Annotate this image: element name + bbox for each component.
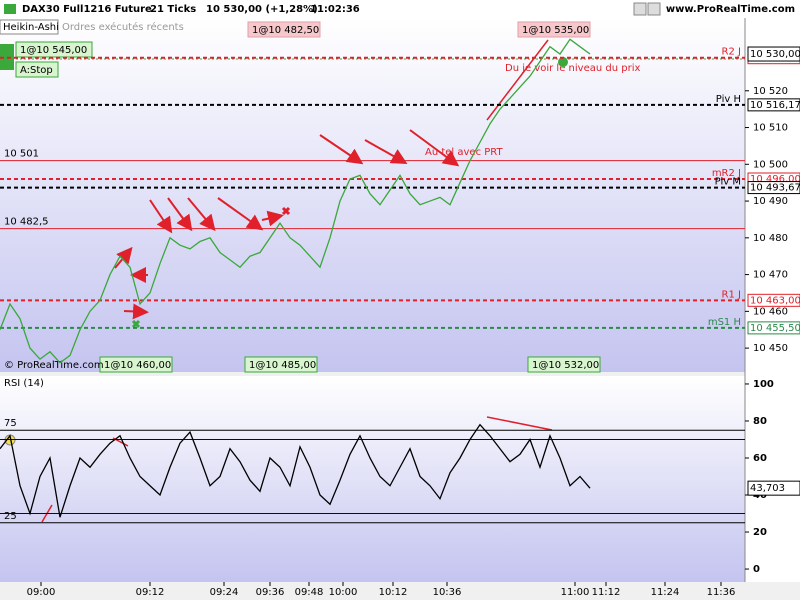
- execution-box: [247, 21, 321, 38]
- x-tick-label: 10:36: [433, 587, 462, 598]
- level-box: [747, 293, 800, 307]
- execution-box: [527, 356, 601, 373]
- y-tick-label: 20: [753, 527, 767, 538]
- y-tick-label: 10 460: [753, 306, 788, 317]
- exit-marker: [558, 57, 568, 67]
- level-label: 10 516,17: [750, 100, 800, 111]
- order-box[interactable]: [15, 41, 93, 58]
- price-panel: [0, 18, 745, 372]
- execution-label: 1@10 535,00: [522, 25, 589, 36]
- header-bar: [0, 0, 800, 18]
- annotation: Du je voir le niveau du prix: [505, 63, 640, 74]
- window-button[interactable]: [647, 2, 661, 16]
- current-label: 10 530,00: [750, 49, 800, 60]
- y-tick-label: 0: [753, 564, 760, 575]
- level-box: [747, 98, 800, 112]
- current-box: [747, 46, 800, 62]
- level-name: Piv H: [716, 94, 741, 105]
- execution-label: 1@10 482,50: [252, 25, 319, 36]
- clock: 11:02:36: [310, 4, 360, 15]
- series-line: [0, 423, 591, 518]
- level-label: 25: [4, 511, 17, 522]
- exit-marker: [281, 206, 291, 216]
- x-tick-label: 10:12: [379, 587, 408, 598]
- level-name: R2 J: [722, 47, 741, 58]
- execution-box: [517, 21, 591, 38]
- execution-label: 1@10 532,00: [532, 360, 599, 371]
- x-tick-label: 11:24: [651, 587, 680, 598]
- panel-title: RSI (14): [4, 378, 44, 389]
- y-tick-label: 10 500: [753, 159, 788, 170]
- level-name: Piv M: [715, 177, 741, 188]
- copyright: © ProRealTime.com: [4, 360, 104, 371]
- current-box: [747, 480, 800, 496]
- stop-box[interactable]: [15, 61, 59, 78]
- x-tick-label: 11:00: [561, 587, 590, 598]
- y-tick-label: 10 520: [753, 86, 788, 97]
- x-tick-label: 09:24: [210, 587, 239, 598]
- y-tick-label: 60: [753, 453, 767, 464]
- x-tick-label: 09:36: [256, 587, 285, 598]
- stop-label: A:Stop: [20, 65, 53, 76]
- level-label: 10 501: [4, 149, 39, 160]
- y-tick-label: 10 510: [753, 123, 788, 134]
- chart-icon: [4, 4, 16, 14]
- interval: 21 Ticks: [150, 4, 196, 15]
- x-tick-label: 09:12: [136, 587, 165, 598]
- level-box: [747, 321, 800, 335]
- level-label: 10 455,50: [750, 323, 800, 334]
- instrument: DAX30 Full1216 Future: [22, 4, 152, 15]
- x-tick-label: 09:48: [295, 587, 324, 598]
- level-label: 10 493,67: [750, 183, 800, 194]
- level-name: mR2 J: [712, 168, 741, 179]
- y-tick-label: 10 450: [753, 343, 788, 354]
- x-tick-label: 11:12: [592, 587, 621, 598]
- level-label: 10 496,00: [750, 174, 800, 185]
- execution-label: 1@10 460,00: [104, 360, 171, 371]
- order-label: 1@10 545,00: [20, 45, 87, 56]
- x-tick-label: 11:36: [707, 587, 736, 598]
- level-box: [747, 181, 800, 195]
- level-name: mS1 H: [708, 317, 741, 328]
- y-tick-label: 80: [753, 416, 767, 427]
- quote: 10 530,00 (+1,28%): [206, 4, 318, 15]
- series-line: [0, 38, 591, 364]
- level-label: 10 482,5: [4, 217, 49, 228]
- level-name: R1 J: [722, 289, 741, 300]
- y-tick-label: 10 470: [753, 270, 788, 281]
- level-label: 75: [4, 418, 17, 429]
- rsi-panel: [0, 376, 745, 582]
- y-tick-label: 10 490: [753, 196, 788, 207]
- x-tick-label: 10:00: [329, 587, 358, 598]
- execution-box: [99, 356, 173, 373]
- style-box[interactable]: [0, 19, 59, 35]
- current-label: 43,703: [750, 483, 785, 494]
- window-button[interactable]: [633, 2, 647, 16]
- annotation: Au tel avec PRT: [425, 147, 504, 158]
- execution-box: [244, 356, 318, 373]
- y-tick-label: 100: [753, 379, 774, 390]
- exit-marker: [131, 319, 141, 329]
- arrows: [114, 129, 460, 320]
- chart-style: Heikin-Ashi: [3, 22, 59, 33]
- execution-label: 1@10 485,00: [249, 360, 316, 371]
- orders-tab[interactable]: Ordres exécutés récents: [62, 21, 184, 33]
- level-label: 10 463,00: [750, 295, 800, 306]
- site: www.ProRealTime.com: [666, 4, 795, 15]
- x-tick-label: 09:00: [27, 587, 56, 598]
- y-tick-label: 10 480: [753, 233, 788, 244]
